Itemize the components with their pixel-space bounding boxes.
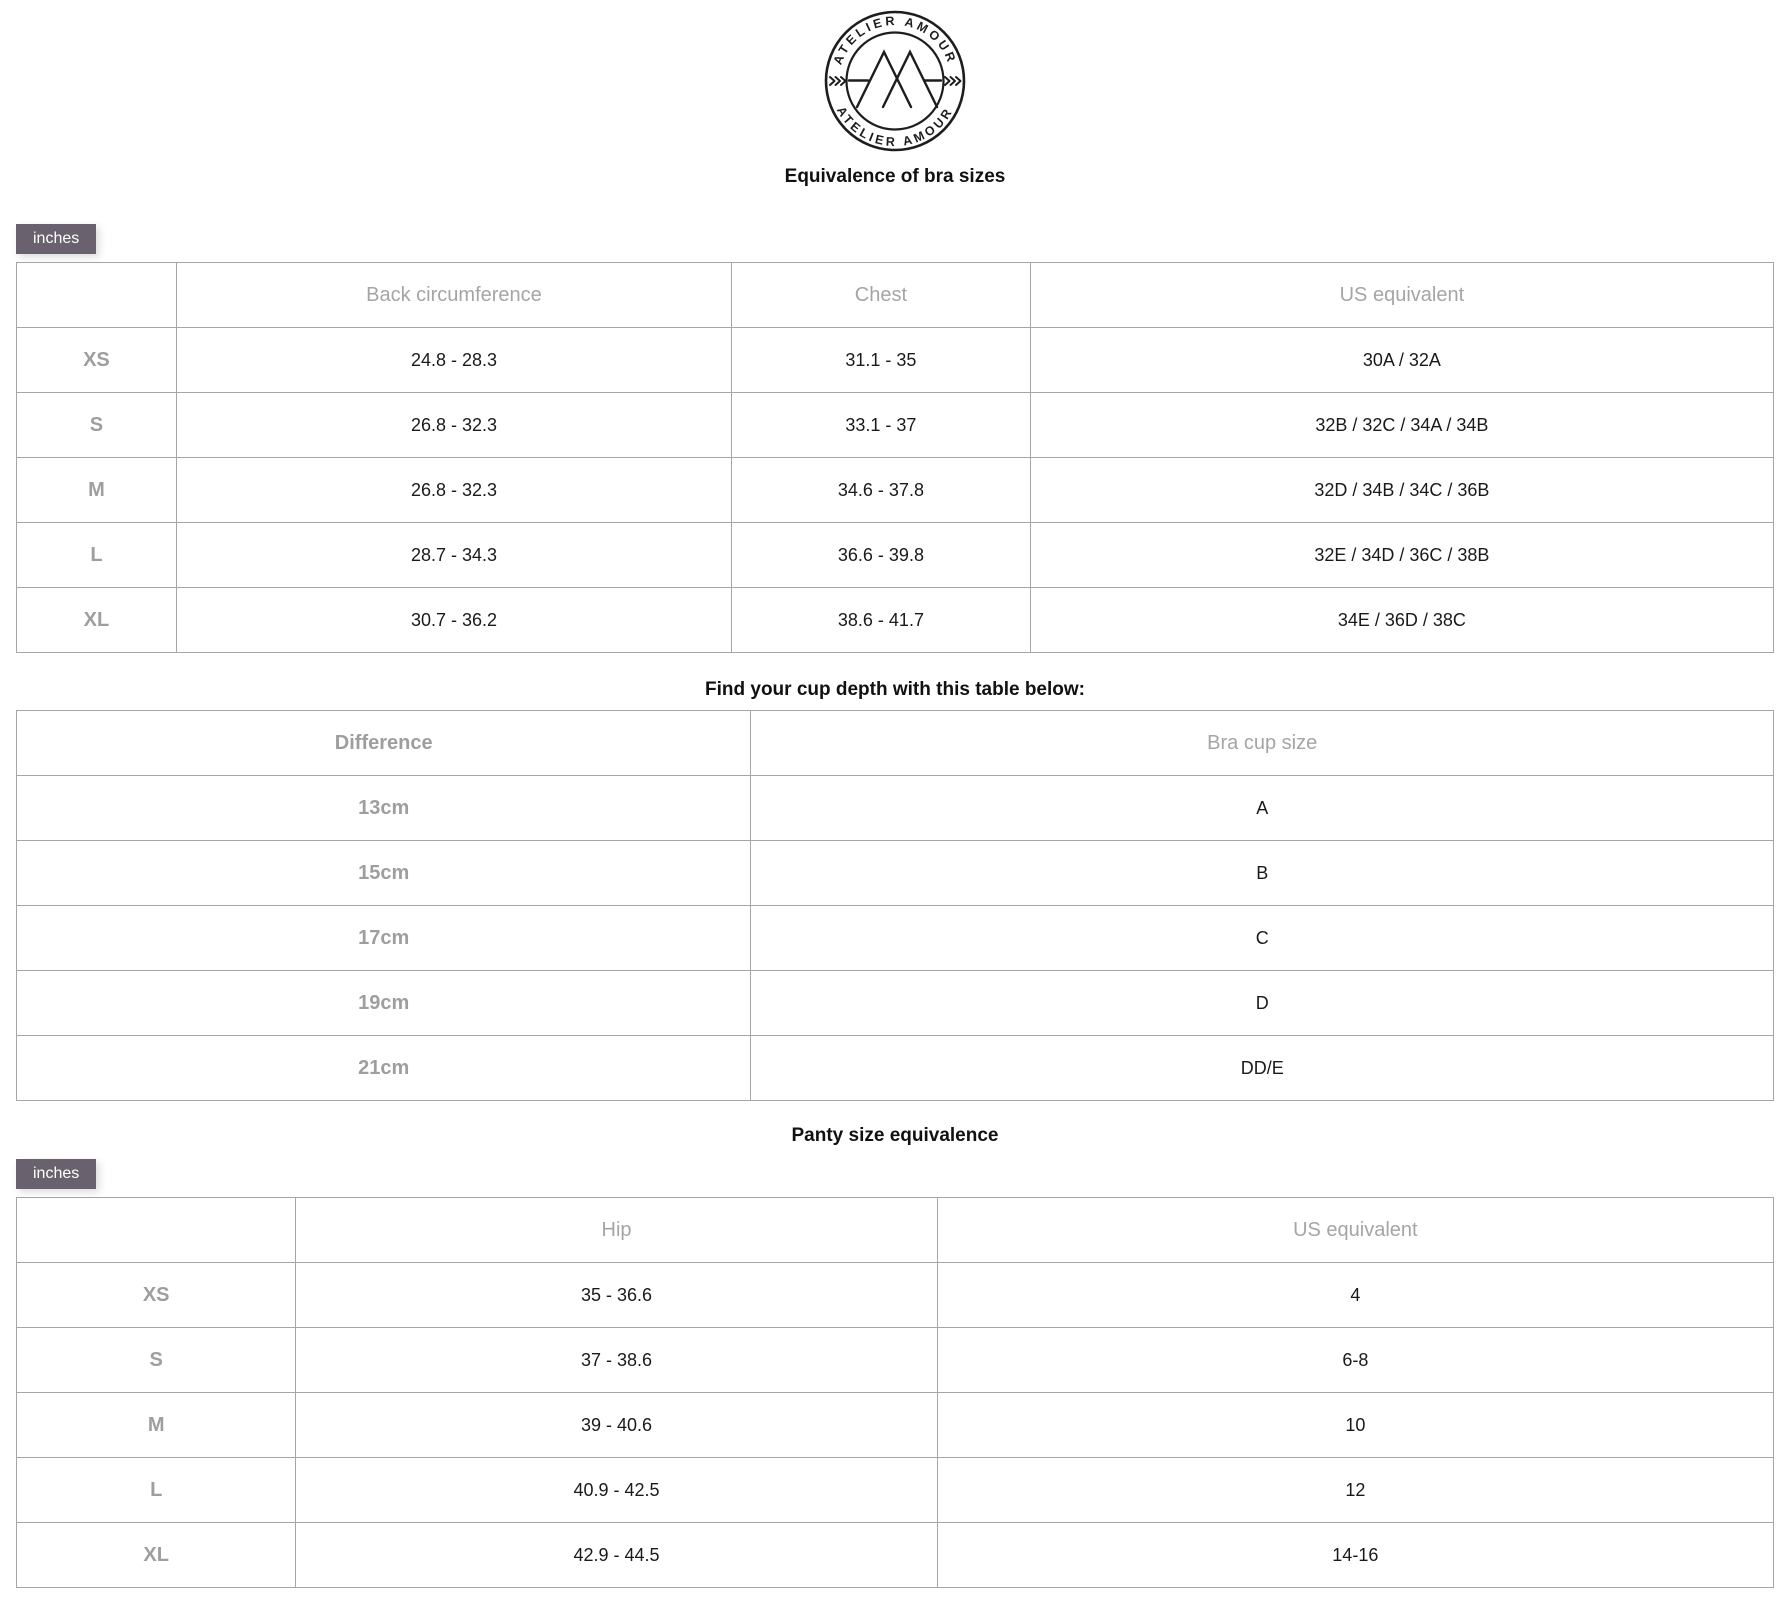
row-label: M <box>16 457 177 523</box>
table-head: Difference Bra cup size <box>15 710 1774 776</box>
table-cell: 37 - 38.6 <box>295 1327 938 1393</box>
column-header: US equivalent <box>936 1197 1775 1263</box>
row-label: 21cm <box>15 1035 752 1101</box>
section-panty-sizes: Panty size equivalence inches Hip US equi… <box>15 1125 1775 1588</box>
section-bra-sizes: Equivalence of bra sizes inches Back cir… <box>16 166 1775 653</box>
table-row: 17cm C <box>15 905 1774 971</box>
logo-outer-ring <box>824 10 966 152</box>
unit-tab-row: inches <box>16 1159 1774 1189</box>
table-row: 15cm B <box>15 840 1774 906</box>
table-cell: A <box>750 775 1774 841</box>
table-head: Back circumference Chest US equivalent <box>16 262 1775 328</box>
table-cell: 31.1 - 35 <box>731 327 1031 393</box>
column-header: US equivalent <box>1029 262 1775 328</box>
row-label: 15cm <box>15 840 752 906</box>
table-cell: 32D / 34B / 34C / 36B <box>1029 457 1775 523</box>
table-cell: 14-16 <box>936 1522 1775 1588</box>
table-row: S 37 - 38.6 6-8 <box>15 1327 1775 1393</box>
bra-size-table: Back circumference Chest US equivalent XS 24… <box>16 262 1775 653</box>
table-cell: 39 - 40.6 <box>295 1392 938 1458</box>
column-header: Difference <box>15 710 752 776</box>
row-label: L <box>15 1457 297 1523</box>
row-label: S <box>15 1327 297 1393</box>
table-cell: 10 <box>936 1392 1775 1458</box>
header-row: Hip US equivalent <box>15 1197 1775 1263</box>
table-cell: 34E / 36D / 38C <box>1029 587 1775 653</box>
unit-tab-inches[interactable]: inches <box>16 224 97 254</box>
table-cell: 12 <box>936 1457 1775 1523</box>
row-label: XL <box>16 587 177 653</box>
table-cell: 35 - 36.6 <box>295 1262 938 1328</box>
unit-tab-row: inches <box>16 224 1774 254</box>
table-cell: 38.6 - 41.7 <box>731 587 1031 653</box>
table-row: 19cm D <box>15 970 1774 1036</box>
table-row: L 28.7 - 34.3 36.6 - 39.8 32E / 34D / 36C /… <box>16 522 1775 588</box>
cup-depth-title: Find your cup depth with this table belo… <box>705 679 1085 700</box>
cup-depth-table: Difference Bra cup size 13cm A 15cm B 17cm C 19c… <box>15 710 1774 1101</box>
table-cell: 30.7 - 36.2 <box>175 587 733 653</box>
row-label: S <box>16 392 177 458</box>
unit-tab-inches[interactable]: inches <box>16 1159 97 1189</box>
table-row: XL 30.7 - 36.2 38.6 - 41.7 34E / 36D / 38C <box>16 587 1775 653</box>
table-cell: 32E / 34D / 36C / 38B <box>1029 522 1775 588</box>
table-cell: 42.9 - 44.5 <box>295 1522 938 1588</box>
table-cell: 26.8 - 32.3 <box>175 457 733 523</box>
row-label: 13cm <box>15 775 752 841</box>
table-cell: 6-8 <box>936 1327 1775 1393</box>
table-cell: 4 <box>936 1262 1775 1328</box>
section-cup-depth: Find your cup depth with this table belo… <box>15 679 1774 1101</box>
logo-arc-text-bottom: ATELIER AMOUR <box>834 104 956 149</box>
column-header <box>15 1197 297 1263</box>
column-header: Hip <box>295 1197 938 1263</box>
table-row: M 39 - 40.6 10 <box>15 1392 1775 1458</box>
header-row: Back circumference Chest US equivalent <box>16 262 1775 328</box>
table-cell: 36.6 - 39.8 <box>731 522 1031 588</box>
column-header: Bra cup size <box>750 710 1774 776</box>
table-row: 13cm A <box>15 775 1774 841</box>
column-header: Back circumference <box>175 262 733 328</box>
table-cell: 26.8 - 32.3 <box>175 392 733 458</box>
panty-size-title: Panty size equivalence <box>791 1125 999 1146</box>
table-cell: 33.1 - 37 <box>731 392 1031 458</box>
row-label: 17cm <box>15 905 752 971</box>
column-header <box>16 262 177 328</box>
table-cell: DD/E <box>750 1035 1774 1101</box>
table-cell: D <box>750 970 1774 1036</box>
table-cell: 34.6 - 37.8 <box>731 457 1031 523</box>
column-header: Chest <box>731 262 1031 328</box>
table-row: XS 24.8 - 28.3 31.1 - 35 30A / 32A <box>16 327 1775 393</box>
row-label: XS <box>15 1262 297 1328</box>
table-cell: 32B / 32C / 34A / 34B <box>1029 392 1775 458</box>
table-row: S 26.8 - 32.3 33.1 - 37 32B / 32C / 34A / 3… <box>16 392 1775 458</box>
table-cell: B <box>750 840 1774 906</box>
header-row: Difference Bra cup size <box>15 710 1774 776</box>
table-row: M 26.8 - 32.3 34.6 - 37.8 32D / 34B / 34C /… <box>16 457 1775 523</box>
row-label: L <box>16 522 177 588</box>
page-title: Equivalence of bra sizes <box>784 166 1006 187</box>
table-cell: 28.7 - 34.3 <box>175 522 733 588</box>
table-body: 13cm A 15cm B 17cm C 19cm D 21cm DD/E <box>15 775 1774 1101</box>
aa-monogram <box>847 49 943 109</box>
row-label: XL <box>15 1522 297 1588</box>
table-head: Hip US equivalent <box>15 1197 1775 1263</box>
table-cell: 30A / 32A <box>1029 327 1775 393</box>
table-row: XS 35 - 36.6 4 <box>15 1262 1775 1328</box>
atelier-amour-logo: ATELIER AMOUR ATELIER AMOUR <box>824 10 966 152</box>
table-row: L 40.9 - 42.5 12 <box>15 1457 1775 1523</box>
table-body: XS 24.8 - 28.3 31.1 - 35 30A / 32A S 26.8 - 3… <box>16 327 1775 653</box>
table-row: XL 42.9 - 44.5 14-16 <box>15 1522 1775 1588</box>
table-cell: C <box>750 905 1774 971</box>
table-row: 21cm DD/E <box>15 1035 1774 1101</box>
logo-arc-text-top: ATELIER AMOUR <box>831 14 960 67</box>
brand-header: ATELIER AMOUR ATELIER AMOUR <box>16 10 1774 152</box>
logo-chevrons-icon <box>829 76 962 86</box>
table-cell: 40.9 - 42.5 <box>295 1457 938 1523</box>
table-cell: 24.8 - 28.3 <box>175 327 733 393</box>
row-label: XS <box>16 327 177 393</box>
panty-size-table: Hip US equivalent XS 35 - 36.6 4 S 37 - 38.6 6-… <box>15 1197 1775 1588</box>
row-label: 19cm <box>15 970 752 1036</box>
table-body: XS 35 - 36.6 4 S 37 - 38.6 6-8 M 39 - 40.6 10 L 40… <box>15 1262 1775 1588</box>
row-label: M <box>15 1392 297 1458</box>
